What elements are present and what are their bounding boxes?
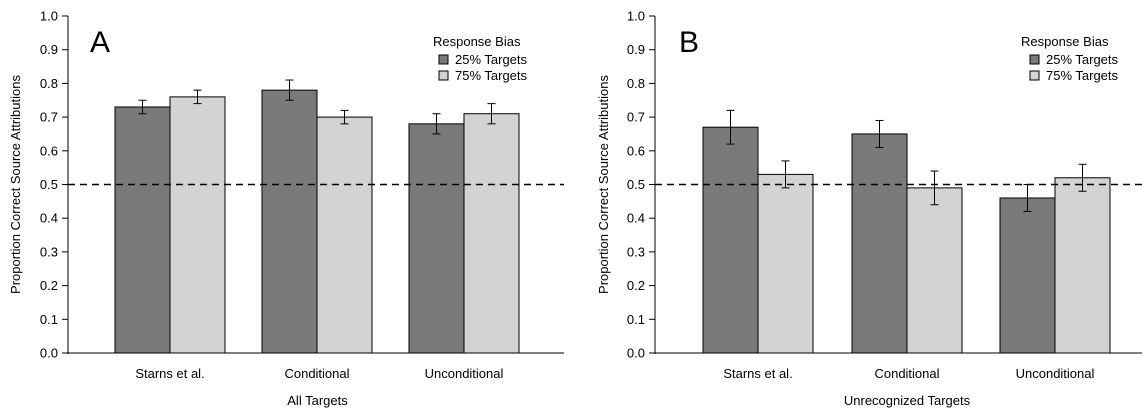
y-tick-label: 0.6	[627, 143, 645, 158]
legend-swatch	[1029, 70, 1040, 81]
legend-swatch	[438, 70, 449, 81]
y-tick-label: 0.0	[40, 346, 58, 361]
category-label: Conditional	[284, 366, 349, 381]
legend-swatch	[438, 54, 449, 65]
legend-title: Response Bias	[1021, 34, 1109, 49]
legend-swatch	[1029, 54, 1040, 65]
bar	[169, 96, 226, 354]
panel-letter: A	[90, 26, 110, 59]
y-tick-label: 0.6	[40, 143, 58, 158]
y-tick-label: 0.8	[40, 76, 58, 91]
y-tick-label: 1.0	[627, 9, 645, 24]
legend-label: 25% Targets	[1046, 52, 1119, 67]
y-tick-label: 0.7	[40, 110, 58, 125]
panel-A: Starns et al. Conditional Unconditional 0.0…	[8, 9, 564, 408]
legend-title: Response Bias	[433, 34, 521, 49]
category-label: Conditional	[874, 366, 939, 381]
x-axis-title: All Targets	[287, 393, 348, 408]
legend-label: 75% Targets	[455, 68, 528, 83]
panel-letter: B	[679, 26, 699, 59]
y-tick-label: 0.4	[40, 211, 58, 226]
y-axis-title: Proportion Correct Source Attributions	[596, 75, 611, 294]
y-tick-label: 0.3	[627, 244, 645, 259]
y-tick-label: 0.5	[40, 177, 58, 192]
bar	[114, 106, 171, 354]
y-tick-label: 0.2	[627, 278, 645, 293]
x-axis-title: Unrecognized Targets	[844, 393, 971, 408]
category-label: Unconditional	[1016, 366, 1095, 381]
legend-label: 75% Targets	[1046, 68, 1119, 83]
bar	[316, 116, 373, 354]
category-label: Starns et al.	[723, 366, 792, 381]
y-tick-label: 1.0	[40, 9, 58, 24]
bar	[757, 173, 814, 354]
category-label: Unconditional	[425, 366, 504, 381]
bar	[463, 113, 520, 354]
y-tick-label: 0.3	[40, 244, 58, 259]
y-tick-label: 0.9	[627, 42, 645, 57]
bar	[702, 126, 759, 354]
y-tick-label: 0.1	[627, 312, 645, 327]
y-axis-title: Proportion Correct Source Attributions	[8, 75, 23, 294]
y-tick-label: 0.4	[627, 211, 645, 226]
bar	[1054, 177, 1111, 354]
bar	[408, 123, 465, 354]
y-tick-label: 0.8	[627, 76, 645, 91]
y-tick-label: 0.5	[627, 177, 645, 192]
y-tick-label: 0.2	[40, 278, 58, 293]
panel-B: Starns et al. Conditional Unconditional 0.0…	[596, 9, 1142, 408]
y-tick-label: 0.7	[627, 110, 645, 125]
y-tick-label: 0.1	[40, 312, 58, 327]
legend-label: 25% Targets	[455, 52, 528, 67]
category-label: Starns et al.	[135, 366, 204, 381]
y-tick-label: 0.0	[627, 346, 645, 361]
bar	[999, 197, 1056, 354]
bar	[851, 133, 908, 354]
y-tick-label: 0.9	[40, 42, 58, 57]
bar	[906, 187, 963, 354]
bar	[261, 89, 318, 354]
